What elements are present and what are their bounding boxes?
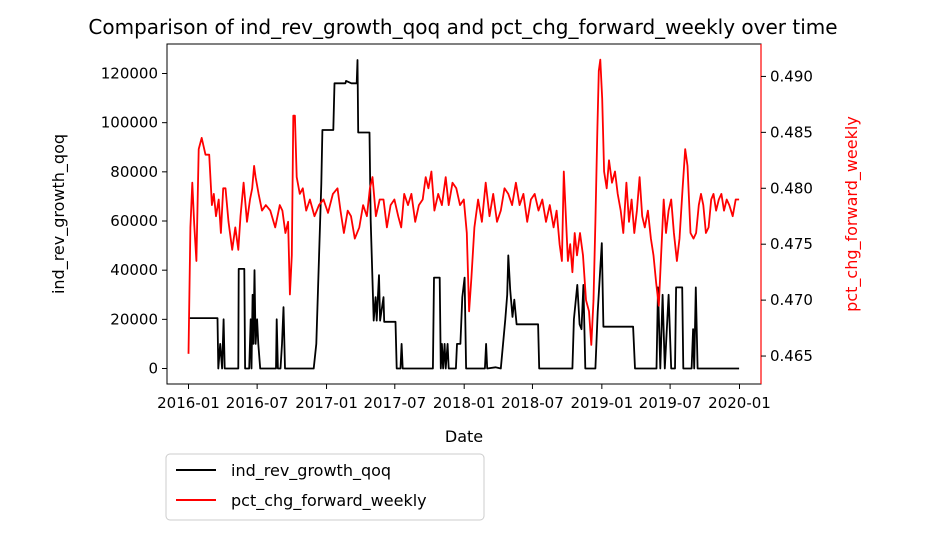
chart-title: Comparison of ind_rev_growth_qoq and pct… xyxy=(88,15,837,39)
left-y-tick-label: 60000 xyxy=(110,212,158,230)
right-y-axis-ticks: 0.465 0.470 0.475 0.480 0.485 0.490 xyxy=(761,67,813,365)
x-tick-label: 2018-01 xyxy=(433,394,496,412)
x-axis-label: Date xyxy=(445,427,483,446)
left-y-axis-label: ind_rev_growth_qoq xyxy=(49,134,69,294)
x-tick-label: 2020-01 xyxy=(708,394,771,412)
series-line-pct-chg-forward-weekly xyxy=(187,58,740,354)
left-y-tick-label: 20000 xyxy=(110,310,158,328)
series-pct-chg-forward-weekly xyxy=(187,58,740,354)
series-line-ind-rev-growth-qoq xyxy=(188,59,740,370)
right-y-tick-label: 0.465 xyxy=(770,347,813,365)
left-y-tick-label: 100000 xyxy=(101,114,158,132)
right-y-tick-label: 0.490 xyxy=(770,67,813,85)
x-tick-label: 2018-07 xyxy=(501,394,564,412)
right-y-tick-label: 0.475 xyxy=(770,235,813,253)
x-axis-ticks: 2016-01 2016-07 2017-01 2017-07 2018-01 2018-… xyxy=(157,384,771,412)
x-tick-label: 2016-07 xyxy=(226,394,289,412)
right-y-tick-label: 0.470 xyxy=(770,291,813,309)
left-y-tick-label: 120000 xyxy=(101,65,158,83)
x-tick-label: 2016-01 xyxy=(157,394,220,412)
left-y-tick-label: 80000 xyxy=(110,163,158,181)
right-y-axis-label: pct_chg_forward_weekly xyxy=(842,116,862,312)
legend-box xyxy=(165,453,485,521)
left-y-axis-ticks: 0 20000 40000 60000 80000 100000 120000 xyxy=(101,65,167,378)
right-y-tick-label: 0.480 xyxy=(770,179,813,197)
legend-label-pct-chg-forward-weekly: pct_chg_forward_weekly xyxy=(231,491,427,511)
left-y-tick-label: 40000 xyxy=(110,261,158,279)
x-tick-label: 2017-07 xyxy=(363,394,426,412)
left-y-tick-label: 0 xyxy=(148,360,158,378)
plot-area xyxy=(166,43,762,385)
series-ind-rev-growth-qoq xyxy=(188,59,740,370)
legend: ind_rev_growth_qoq pct_chg_forward_weekl… xyxy=(165,453,485,521)
x-tick-label: 2019-01 xyxy=(571,394,634,412)
x-tick-label: 2019-07 xyxy=(639,394,702,412)
x-tick-label: 2017-01 xyxy=(295,394,358,412)
legend-label-ind-rev-growth-qoq: ind_rev_growth_qoq xyxy=(231,461,391,481)
right-y-tick-label: 0.485 xyxy=(770,123,813,141)
